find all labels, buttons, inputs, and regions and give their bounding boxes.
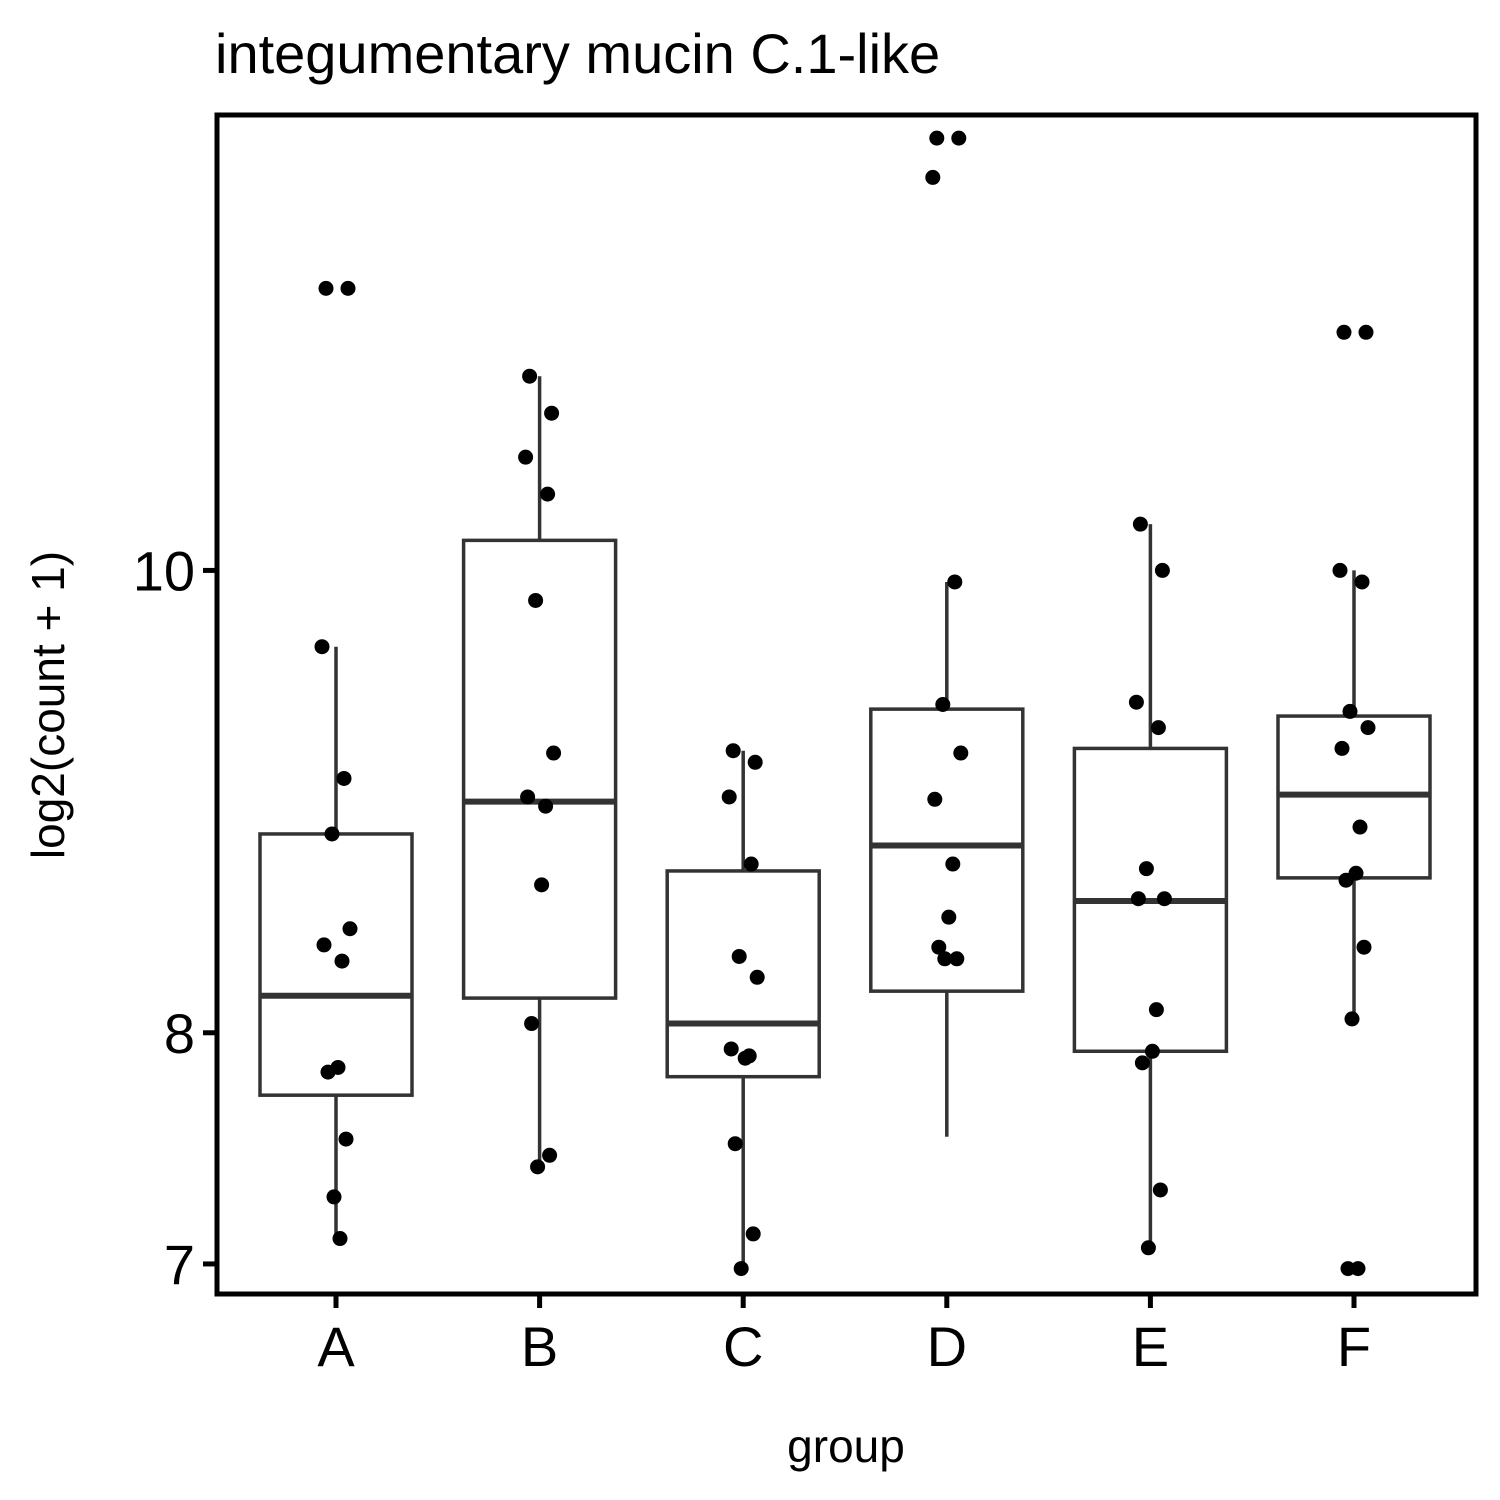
data-point bbox=[522, 368, 538, 384]
x-tick-label: C bbox=[723, 1315, 763, 1378]
x-tick-label: A bbox=[317, 1315, 355, 1378]
data-point bbox=[745, 1226, 761, 1242]
box bbox=[665, 869, 821, 1079]
data-point bbox=[721, 789, 737, 805]
data-point bbox=[1336, 324, 1352, 340]
data-point bbox=[949, 951, 965, 967]
box-group-e bbox=[1072, 524, 1229, 1248]
x-tick-label: E bbox=[1132, 1315, 1169, 1378]
data-point bbox=[1132, 516, 1148, 532]
data-point bbox=[1144, 1043, 1160, 1059]
x-axis: A B C D E F bbox=[317, 1294, 1371, 1378]
box-group-a bbox=[258, 646, 414, 1241]
data-point bbox=[1148, 1002, 1164, 1018]
data-point bbox=[925, 169, 941, 185]
data-point bbox=[1150, 720, 1166, 736]
plot-panel bbox=[214, 112, 1479, 1297]
data-point bbox=[1354, 574, 1370, 590]
data-point bbox=[1138, 861, 1154, 877]
data-point bbox=[747, 754, 763, 770]
data-point bbox=[1340, 1261, 1356, 1277]
data-point bbox=[1338, 872, 1354, 888]
y-axis: 7 8 10 bbox=[133, 539, 217, 1296]
x-tick-label: B bbox=[521, 1315, 558, 1378]
data-point bbox=[520, 789, 536, 805]
y-axis-title: log2(count + 1) bbox=[22, 551, 74, 859]
data-point bbox=[947, 574, 963, 590]
y-tick-label: 10 bbox=[133, 539, 195, 602]
x-axis-title: group bbox=[787, 1420, 905, 1472]
point-layer bbox=[314, 130, 1376, 1277]
data-point bbox=[528, 592, 544, 608]
data-point bbox=[524, 1016, 540, 1032]
data-point bbox=[1342, 703, 1358, 719]
y-tick-label: 7 bbox=[164, 1233, 195, 1296]
data-point bbox=[1140, 1240, 1156, 1256]
data-point bbox=[1130, 891, 1146, 907]
data-point bbox=[945, 856, 961, 872]
data-point bbox=[737, 1050, 753, 1066]
data-point bbox=[540, 486, 556, 502]
box-group-d bbox=[869, 581, 1025, 1137]
data-point bbox=[320, 1064, 336, 1080]
data-point bbox=[1152, 1182, 1168, 1198]
data-point bbox=[332, 1231, 348, 1247]
data-point bbox=[929, 130, 945, 146]
data-point bbox=[749, 969, 765, 985]
data-point bbox=[538, 798, 554, 814]
box-group-f bbox=[1276, 570, 1432, 1019]
data-point bbox=[324, 826, 340, 842]
data-point bbox=[935, 697, 951, 712]
data-point bbox=[326, 1189, 342, 1205]
data-point bbox=[334, 953, 350, 969]
data-point bbox=[318, 280, 334, 296]
chart-title: integumentary mucin C.1-like bbox=[215, 22, 940, 85]
data-point bbox=[731, 948, 747, 964]
data-point bbox=[927, 791, 943, 807]
data-point bbox=[544, 405, 560, 421]
data-point bbox=[953, 745, 969, 761]
data-point bbox=[951, 130, 967, 146]
data-point bbox=[1358, 324, 1374, 340]
data-point bbox=[1360, 720, 1376, 736]
data-point bbox=[725, 743, 741, 759]
box-group-b bbox=[461, 376, 618, 1163]
data-point bbox=[336, 770, 352, 786]
data-point bbox=[1334, 740, 1350, 756]
data-point bbox=[931, 939, 947, 955]
data-point bbox=[1134, 1055, 1150, 1071]
data-point bbox=[546, 745, 562, 761]
data-point bbox=[1352, 819, 1368, 835]
data-point bbox=[338, 1131, 354, 1147]
x-tick-label: D bbox=[927, 1315, 967, 1378]
data-point bbox=[1156, 891, 1172, 907]
data-point bbox=[342, 921, 358, 937]
box bbox=[461, 538, 618, 1000]
data-point bbox=[542, 1147, 558, 1163]
box-layer bbox=[258, 376, 1432, 1269]
data-point bbox=[1128, 694, 1144, 710]
data-point bbox=[1356, 939, 1372, 955]
data-point bbox=[534, 877, 550, 893]
data-point bbox=[530, 1159, 546, 1175]
data-point bbox=[743, 856, 759, 872]
y-tick-label: 8 bbox=[164, 1002, 195, 1065]
data-point bbox=[1154, 562, 1170, 578]
data-point bbox=[1332, 562, 1348, 578]
x-tick-label: F bbox=[1337, 1315, 1371, 1378]
box-group-c bbox=[665, 750, 821, 1269]
data-point bbox=[314, 639, 330, 655]
data-point bbox=[1344, 1011, 1360, 1027]
data-point bbox=[723, 1041, 739, 1057]
data-point bbox=[340, 280, 356, 296]
data-point bbox=[518, 449, 534, 465]
data-point bbox=[941, 909, 957, 925]
box bbox=[869, 707, 1025, 993]
data-point bbox=[937, 951, 953, 967]
data-point bbox=[316, 937, 332, 953]
data-point bbox=[727, 1136, 743, 1152]
data-point bbox=[733, 1261, 749, 1277]
